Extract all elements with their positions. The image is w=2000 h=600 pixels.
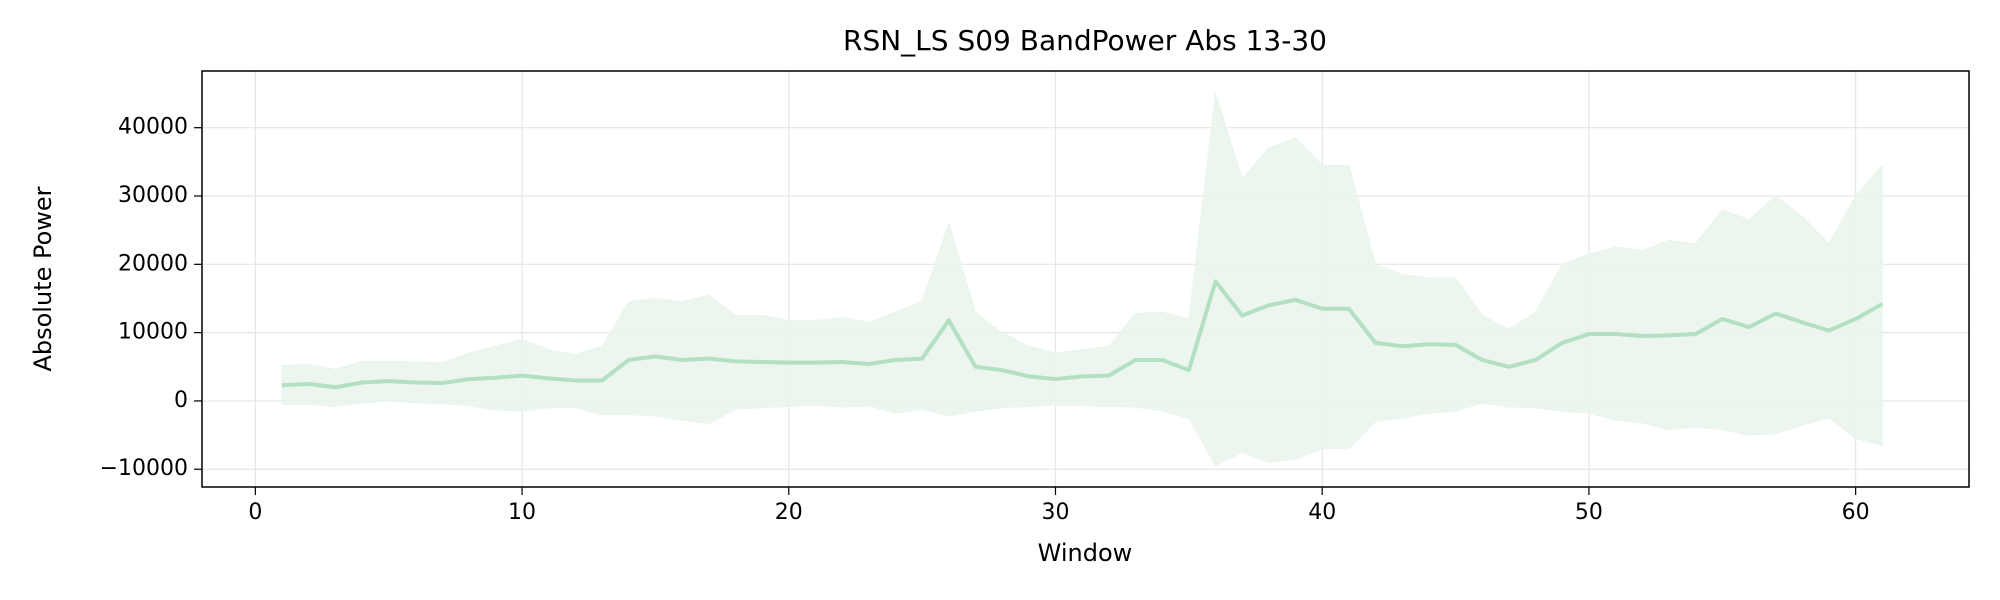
y-tick-label: 0 <box>174 388 188 413</box>
x-tick-label: 30 <box>1041 500 1069 525</box>
plot-area: 0 10 20 30 40 50 60 −10000 0 10000 20000 30000 40000 <box>100 70 1970 525</box>
x-tick-label: 10 <box>508 500 536 525</box>
plot-frame <box>201 70 1970 488</box>
y-tick-label: 20000 <box>118 251 188 276</box>
y-axis-label: Absolute Power <box>29 186 57 371</box>
x-tick-label: 20 <box>775 500 803 525</box>
y-tick-label: −10000 <box>100 456 188 481</box>
x-tick-label: 60 <box>1842 500 1870 525</box>
y-tick-label: 30000 <box>118 183 188 208</box>
x-axis-label: Window <box>1038 539 1133 567</box>
y-tick-label: 10000 <box>118 320 188 345</box>
x-tick-label: 40 <box>1308 500 1336 525</box>
y-tick-label: 40000 <box>118 115 188 140</box>
mean-line <box>281 279 1884 390</box>
x-tick-label: 0 <box>248 500 262 525</box>
x-tick-label: 50 <box>1575 500 1603 525</box>
chart-title: RSN_LS S09 BandPower Abs 13-30 <box>843 24 1327 57</box>
error-band <box>281 93 1883 467</box>
